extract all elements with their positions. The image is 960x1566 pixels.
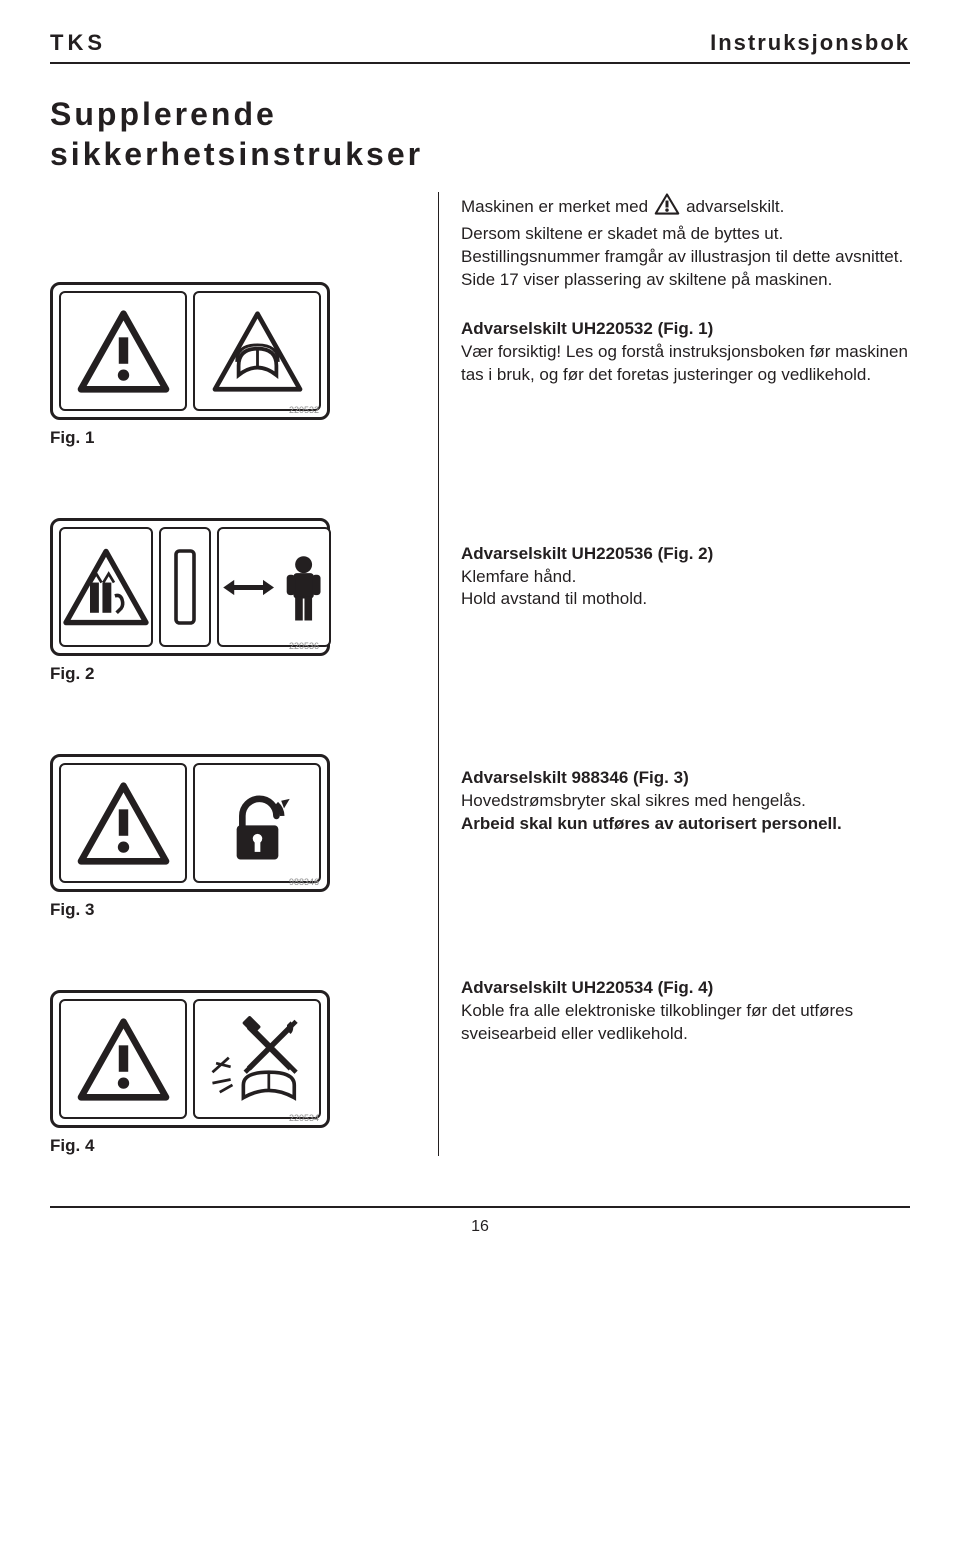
safety-sign-3: 988346 <box>50 754 330 892</box>
read-manual-icon <box>193 291 321 411</box>
no-weld-maintenance-icon <box>193 999 321 1119</box>
page-header: TKS Instruksjonsbok <box>50 30 910 64</box>
intro-text-2: Dersom skiltene er skadet må de byttes u… <box>461 223 910 246</box>
sign-1-title: Advarselskilt UH220532 (Fig. 1) <box>461 318 910 341</box>
content-grid: 220532 Fig. 1 <box>50 192 910 1156</box>
page-title: Supplerende sikkerhetsinstrukser <box>50 94 910 174</box>
sign-id-label: 220536 <box>289 641 319 651</box>
fig-caption-3: Fig. 3 <box>50 900 410 920</box>
spacer <box>461 637 910 767</box>
page-number: 16 <box>471 1218 489 1235</box>
safety-sign-1: 220532 <box>50 282 330 420</box>
fig-caption-4: Fig. 4 <box>50 1136 410 1156</box>
title-line-1: Supplerende <box>50 96 277 132</box>
fig-caption-1: Fig. 1 <box>50 428 410 448</box>
title-line-2: sikkerhetsinstrukser <box>50 136 423 172</box>
spacer <box>50 192 410 282</box>
inline-warning-icon <box>654 192 680 223</box>
intro-text-a: Maskinen er merket med <box>461 196 648 219</box>
sign-3-description: Advarselskilt 988346 (Fig. 3) Hovedstrøm… <box>461 767 910 836</box>
keep-distance-icon <box>217 527 331 647</box>
sign-2-body: Klemfare hånd. Hold avstand til mothold. <box>461 566 910 612</box>
fig-caption-2: Fig. 2 <box>50 664 410 684</box>
sign-3-body-bold: Arbeid skal kun utføres av autorisert pe… <box>461 813 910 836</box>
sign-4-title: Advarselskilt UH220534 (Fig. 4) <box>461 977 910 1000</box>
spacer <box>50 684 410 754</box>
intro-paragraph: Maskinen er merket med advarselskilt. De… <box>461 192 910 292</box>
header-left: TKS <box>50 30 106 56</box>
header-right: Instruksjonsbok <box>710 30 910 56</box>
sign-3-title: Advarselskilt 988346 (Fig. 3) <box>461 767 910 790</box>
intro-text-4: Side 17 viser plassering av skiltene på … <box>461 269 910 292</box>
warning-triangle-icon <box>59 999 187 1119</box>
barrier-icon <box>159 527 211 647</box>
hand-crush-icon <box>59 527 153 647</box>
right-column: Maskinen er merket med advarselskilt. De… <box>438 192 910 1156</box>
left-column: 220532 Fig. 1 <box>50 192 410 1156</box>
sign-id-label: 220534 <box>289 1113 319 1123</box>
safety-sign-4: 220534 <box>50 990 330 1128</box>
sign-1-description: Advarselskilt UH220532 (Fig. 1) Vær fors… <box>461 318 910 387</box>
intro-text-b: advarselskilt. <box>686 196 784 219</box>
spacer <box>461 862 910 977</box>
sign-4-description: Advarselskilt UH220534 (Fig. 4) Koble fr… <box>461 977 910 1046</box>
spacer <box>50 920 410 990</box>
spacer <box>50 448 410 518</box>
sign-3-body: Hovedstrømsbryter skal sikres med hengel… <box>461 790 910 813</box>
sign-2-title: Advarselskilt UH220536 (Fig. 2) <box>461 543 910 566</box>
sign-2-description: Advarselskilt UH220536 (Fig. 2) Klemfare… <box>461 543 910 612</box>
page-footer: 16 <box>50 1206 910 1236</box>
safety-sign-2: 220536 <box>50 518 330 656</box>
intro-text-3: Bestillingsnummer framgår av illustrasjo… <box>461 246 910 269</box>
spacer <box>461 413 910 543</box>
warning-triangle-icon <box>59 291 187 411</box>
sign-id-label: 988346 <box>289 877 319 887</box>
sign-1-body: Vær forsiktig! Les og forstå instruksjon… <box>461 341 910 387</box>
padlock-icon <box>193 763 321 883</box>
sign-id-label: 220532 <box>289 405 319 415</box>
warning-triangle-icon <box>59 763 187 883</box>
sign-4-body: Koble fra alle elektroniske tilkoblinger… <box>461 1000 910 1046</box>
